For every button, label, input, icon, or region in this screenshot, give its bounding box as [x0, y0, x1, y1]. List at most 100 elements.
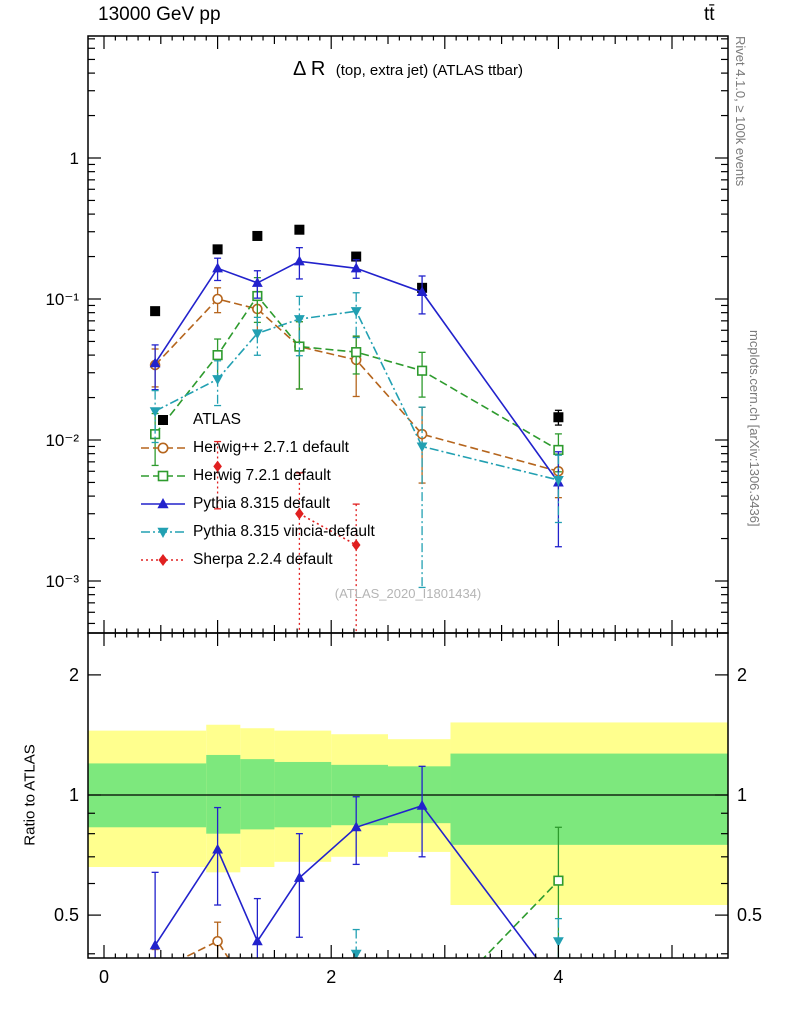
marker-square-filled	[212, 244, 223, 255]
x-tick-label: 0	[99, 967, 109, 987]
marker-triangle-down	[416, 442, 428, 453]
rivet-version-caption: Rivet 4.1.0, ≥ 100k events	[733, 36, 748, 187]
series-herwig-7-2-1-default	[150, 276, 564, 473]
x-tick-label: 4	[553, 967, 563, 987]
legend-item-pythia-8-315-vincia-default: Pythia 8.315 vincia-default	[140, 518, 375, 546]
marker-square-filled	[351, 251, 362, 262]
marker-square-open	[416, 365, 428, 376]
marker-triangle-up	[293, 872, 305, 882]
marker-square-open	[157, 470, 169, 482]
legend-label: Herwig++ 2.7.1 default	[193, 439, 349, 456]
green-band	[240, 759, 275, 830]
legend-label: Herwig 7.2.1 default	[193, 467, 331, 484]
marker-triangle-down	[293, 315, 305, 325]
marker-triangle-down	[157, 527, 169, 538]
marker-triangle-down	[212, 375, 223, 385]
marker-square-open	[553, 875, 564, 886]
marker-triangle-down	[149, 407, 161, 418]
legend-label: Pythia 8.315 vincia-default	[193, 523, 375, 540]
marker-square-open	[351, 347, 362, 358]
axis-ticks	[88, 36, 728, 958]
marker-triangle-up	[149, 939, 161, 950]
y-tick-label: 10⁻³	[45, 572, 79, 591]
green-band	[450, 753, 728, 845]
observable-description: (top, extra jet) (ATLAS ttbar)	[335, 62, 523, 79]
y-tick-label: 10⁻¹	[45, 290, 79, 309]
legend-marker-atlas	[158, 415, 168, 425]
marker-diamond	[213, 460, 222, 473]
legend-label: Pythia 8.315 default	[193, 495, 331, 512]
green-band	[206, 754, 241, 834]
axis-tick-labels: 1 10⁻¹ 10⁻² 10⁻³ 2 2 1 1 0.5 0.5 0 2 4	[45, 149, 762, 987]
legend-item-sherpa-2-2-4-default: Sherpa 2.2.4 default	[140, 546, 375, 574]
marker-circle-open	[157, 442, 169, 454]
ratio-series-pythia-8-315-vincia-default	[350, 917, 564, 958]
marker-square-open	[212, 350, 223, 361]
ratio-tick-label-right: 2	[737, 665, 747, 685]
marker-triangle-up	[157, 498, 169, 509]
legend-item-atlas: ATLAS	[140, 406, 375, 434]
marker-triangle-up	[251, 935, 263, 946]
marker-circle-open	[253, 999, 262, 1008]
marker-circle-open	[212, 293, 223, 305]
legend-item-herwig-7-2-1-default: Herwig 7.2.1 default	[140, 462, 375, 490]
marker-triangle-down	[350, 307, 362, 317]
marker-triangle-up	[212, 262, 223, 273]
ratio-tick-label-right: 0.5	[737, 905, 762, 925]
marker-square-filled	[252, 230, 263, 241]
legend-marker-sherpa-2-2-4-default	[141, 554, 185, 566]
legend-label: ATLAS	[193, 411, 241, 428]
x-tick-label: 2	[326, 967, 336, 987]
legend-label: Sherpa 2.2.4 default	[193, 551, 333, 568]
marker-square-filled	[294, 224, 305, 235]
marker-triangle-up	[350, 821, 362, 832]
series-pythia-8-315-vincia-default	[149, 292, 564, 589]
legend-marker-pythia-8-315-default	[141, 498, 185, 509]
legend-marker-herwig-2-7-1-default	[141, 442, 185, 454]
marker-square-open	[418, 1018, 427, 1024]
beam-energy-title: 13000 GeV pp	[98, 4, 221, 25]
series-line	[181, 940, 230, 958]
legend: ATLAS Herwig++ 2.7.1 default Herwig 7.2.1 …	[140, 406, 375, 574]
ratio-tick-label-left: 1	[69, 785, 79, 805]
marker-triangle-up	[251, 277, 263, 287]
marker-triangle-down	[553, 937, 564, 948]
mcplots-arxiv-caption: mcplots.cern.ch [arXiv:1306.3436]	[747, 330, 762, 527]
marker-triangle-down	[251, 329, 263, 340]
series-sherpa-2-2-4-default	[213, 440, 361, 633]
marker-square-filled	[150, 306, 161, 317]
marker-diamond	[295, 507, 304, 520]
legend-item-pythia-8-315-default: Pythia 8.315 default	[140, 490, 375, 518]
process-title: tt̄	[704, 4, 715, 25]
analysis-watermark: (ATLAS_2020_I1801434)	[334, 586, 482, 601]
marker-triangle-down	[553, 476, 564, 486]
ratio-axis-label: Ratio to ATLAS	[21, 744, 39, 846]
ratio-tick-label-left: 2	[69, 665, 79, 685]
series-line	[299, 512, 357, 546]
marker-triangle-up	[416, 286, 428, 297]
ratio-series-herwig-2-7-1-default	[151, 921, 262, 1008]
marker-square-filled	[158, 415, 168, 425]
marker-triangle-down	[350, 949, 362, 958]
marker-circle-open	[212, 935, 223, 947]
observable-symbol: Δ R	[293, 58, 326, 80]
y-tick-label: 10⁻²	[45, 431, 79, 450]
marker-diamond	[158, 554, 168, 566]
series-pythia-8-315-default	[149, 247, 564, 548]
marker-triangle-up	[212, 843, 223, 854]
y-tick-label: 1	[70, 149, 79, 168]
marker-diamond	[351, 539, 361, 551]
plot-title: Δ R (top, extra jet) (ATLAS ttbar)	[88, 58, 728, 81]
uncertainty-bands	[88, 722, 728, 906]
ratio-series-pythia-8-315-default	[149, 765, 538, 958]
ratio-tick-label-right: 1	[737, 785, 747, 805]
marker-triangle-up	[416, 799, 428, 810]
ratio-tick-label-left: 0.5	[54, 905, 79, 925]
legend-item-herwig-2-7-1-default: Herwig++ 2.7.1 default	[140, 434, 375, 462]
series-line	[482, 880, 559, 958]
marker-triangle-up	[149, 357, 161, 368]
marker-square-filled	[553, 412, 564, 423]
legend-marker-pythia-8-315-vincia-default	[141, 527, 185, 538]
marker-circle-open	[151, 968, 160, 977]
